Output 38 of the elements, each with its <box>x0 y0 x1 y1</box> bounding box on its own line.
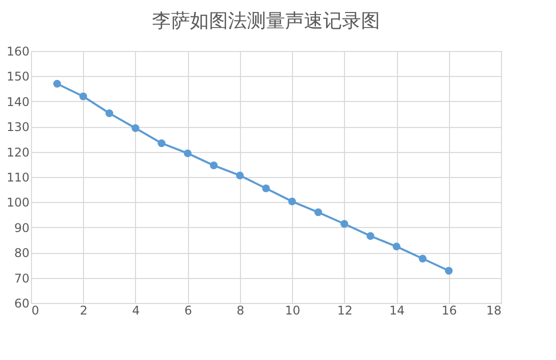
y-tick-label: 60 <box>14 296 30 310</box>
point <box>366 232 374 240</box>
point <box>79 92 88 100</box>
point <box>236 172 244 180</box>
x-tick-label: 14 <box>389 304 405 318</box>
point <box>53 80 61 88</box>
point <box>392 242 400 250</box>
point <box>184 149 192 158</box>
x-tick-label: 4 <box>132 304 140 318</box>
y-tick-label: 110 <box>6 170 30 184</box>
y-tick-label: 70 <box>14 271 30 286</box>
point <box>105 109 114 118</box>
point <box>132 124 140 132</box>
y-tick-label: 140 <box>6 94 30 109</box>
point <box>158 139 166 148</box>
x-tick-label: 6 <box>184 304 192 318</box>
point <box>418 254 427 263</box>
x-tick-label: 2 <box>80 304 88 318</box>
point <box>314 208 322 216</box>
point <box>444 266 453 275</box>
x-tick-label: 16 <box>442 304 457 318</box>
x-tick-label: 12 <box>337 304 352 318</box>
chart-title: 李萨如图法测量声速记录图 <box>152 10 380 32</box>
x-tick-label: 8 <box>236 304 244 318</box>
point <box>262 184 270 192</box>
point <box>340 220 348 228</box>
point <box>288 198 296 206</box>
x-tick-label: 10 <box>284 304 300 318</box>
y-tick-label: 130 <box>6 120 30 134</box>
y-tick-label: 90 <box>14 220 30 235</box>
x-tick-label: 0 <box>32 304 40 318</box>
y-tick-label: 80 <box>14 246 30 260</box>
y-tick-label: 120 <box>6 145 30 160</box>
y-tick-label: 150 <box>6 70 30 84</box>
point <box>210 162 218 170</box>
x-tick-label: 18 <box>486 304 502 318</box>
y-tick-label: 100 <box>6 196 30 210</box>
y-tick-label: 160 <box>6 44 30 58</box>
